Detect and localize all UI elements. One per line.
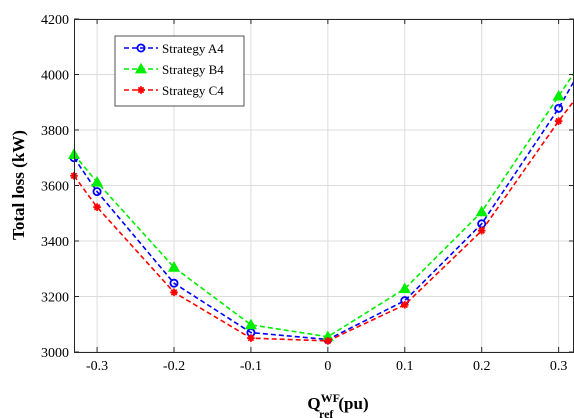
series-layer — [67, 72, 574, 345]
y-tick-label: 3600 — [41, 180, 69, 195]
x-tick-label: -0.2 — [163, 359, 185, 374]
data-point — [477, 226, 486, 235]
legend-entry: Strategy A4 — [124, 41, 224, 56]
legend-marker — [136, 43, 146, 53]
y-tick-label: 4200 — [41, 13, 69, 28]
y-tick-label: 3200 — [41, 291, 69, 306]
x-axis-title-sub: ref — [319, 407, 334, 418]
legend-items: Strategy A4 Strategy B4 Strategy C4 — [124, 41, 224, 98]
data-point — [170, 288, 178, 297]
y-tick-label: 3400 — [41, 235, 69, 250]
data-point — [169, 278, 179, 288]
data-point — [552, 89, 565, 101]
x-tick-label: 0.1 — [396, 359, 414, 374]
x-tick-label: -0.3 — [86, 359, 108, 374]
data-point — [247, 334, 255, 342]
data-point — [244, 318, 257, 330]
y-tick-label: 3000 — [41, 346, 69, 361]
series-line — [73, 72, 574, 338]
legend-marker — [134, 62, 148, 74]
data-point — [92, 187, 102, 197]
data-point — [91, 175, 104, 187]
series-line — [73, 100, 574, 342]
legend-entry: Strategy B4 — [124, 62, 224, 77]
y-tick-label: 4000 — [41, 69, 69, 84]
y-axis-title: Total loss (kW) — [9, 130, 28, 240]
data-point — [93, 203, 101, 211]
data-point — [554, 103, 564, 113]
series-line — [73, 81, 574, 341]
series-1 — [69, 81, 574, 345]
x-tick-label: 0 — [324, 359, 331, 374]
data-point — [400, 301, 409, 309]
data-point — [324, 337, 332, 345]
x-axis-title: QWF ref (pu) — [307, 391, 368, 418]
legend-entry: Strategy C4 — [124, 83, 224, 98]
legend: Strategy A4 Strategy B4 Strategy C4 — [114, 35, 245, 107]
data-point — [475, 205, 488, 217]
x-tick-label: -0.1 — [240, 359, 262, 374]
x-tick-label: 0.2 — [473, 359, 491, 374]
legend-marker — [137, 86, 145, 94]
legend-label: Strategy A4 — [162, 41, 224, 56]
y-tick-label: 3800 — [41, 124, 69, 139]
legend-label: Strategy B4 — [162, 62, 224, 77]
x-axis-title-main: Q — [307, 394, 320, 413]
x-tick-label: 0.3 — [550, 359, 568, 374]
legend-label: Strategy C4 — [162, 83, 224, 98]
series-2 — [67, 72, 574, 342]
data-point — [398, 282, 411, 294]
ticks: -0.3 -0.2 -0.1 0 0.1 0.2 0.3 3000 3200 3400 3600 38… — [41, 13, 574, 374]
data-point — [554, 117, 563, 125]
data-point — [167, 261, 181, 272]
x-axis-title-unit: (pu) — [338, 394, 368, 413]
x-axis-title-sup: WF — [321, 391, 340, 405]
series-3 — [70, 100, 574, 345]
